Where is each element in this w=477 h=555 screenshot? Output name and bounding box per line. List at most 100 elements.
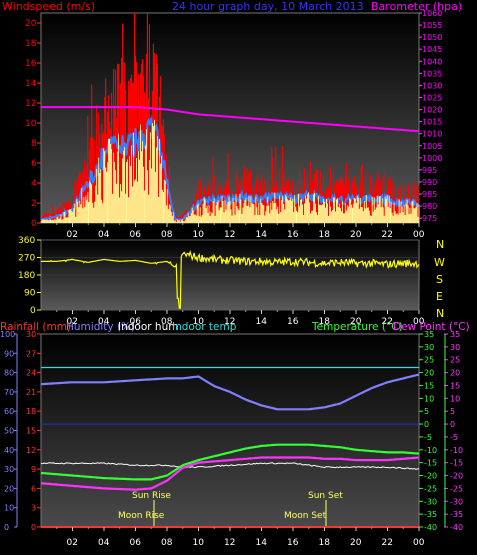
humidity-series xyxy=(40,373,420,411)
temp-x-tick-label: 12 xyxy=(224,538,235,548)
temp-y-tick-label: 0 xyxy=(424,420,429,429)
rain-y-tick-label: 12 xyxy=(26,446,36,455)
moon-set-label: Moon Set xyxy=(284,511,327,521)
wind-x-tick-label: 08 xyxy=(161,230,173,240)
temp-y-tick-label: -20 xyxy=(424,472,437,481)
wind-x-tick-label: 12 xyxy=(224,230,235,240)
humidity-y-tick-label: 20 xyxy=(4,484,14,493)
baro-y-tick-label: 1005 xyxy=(422,142,442,151)
dir-x-tick-label: 10 xyxy=(193,317,205,327)
baro-y-tick-label: 980 xyxy=(422,202,437,211)
rain-y-tick-label: 21 xyxy=(26,388,36,397)
dew-y-tick-label: -35 xyxy=(450,510,463,519)
temp-x-tick-label: 06 xyxy=(130,538,142,548)
baro-y-tick-label: 1010 xyxy=(422,130,442,139)
wind-x-tick-label: 14 xyxy=(256,230,268,240)
rain-y-tick-label: 24 xyxy=(26,369,36,378)
dew-y-tick-label: 30 xyxy=(450,343,460,352)
humidity-y-tick-label: 40 xyxy=(4,446,14,455)
humidity-y-tick-label: 70 xyxy=(4,388,14,397)
temp-x-tick-label: 00 xyxy=(413,538,425,548)
rain-y-tick-label: 18 xyxy=(26,407,36,416)
dew-y-tick-label: 5 xyxy=(450,407,455,416)
wind-x-tick-label: 02 xyxy=(67,230,78,240)
wind-x-tick-label: 20 xyxy=(350,230,362,240)
temp-y-tick-label: -25 xyxy=(424,484,437,493)
humidity-y-tick-label: 30 xyxy=(4,465,14,474)
dew-y-tick-label: 15 xyxy=(450,381,460,390)
dewpoint-axis-label: Dew Point (°C) xyxy=(393,321,470,333)
rain-y-tick-label: 15 xyxy=(26,427,36,436)
dir-x-tick-label: 18 xyxy=(319,317,331,327)
compass-w: W xyxy=(434,256,445,269)
humidity-axis-label: Humidity (%) xyxy=(66,321,135,333)
windspeed-light-series xyxy=(40,119,420,223)
dew-y-tick-label: -25 xyxy=(450,484,463,493)
baro-y-tick-label: 1025 xyxy=(422,93,442,102)
temperature-series xyxy=(40,443,420,481)
dir-y-tick-label: 90 xyxy=(24,289,36,299)
dir-y-tick-label: 360 xyxy=(18,236,35,246)
baro-y-tick-label: 1000 xyxy=(422,154,442,163)
baro-y-tick-label: 1055 xyxy=(422,21,442,30)
wind-direction-series xyxy=(41,249,420,309)
indoor-humidity-series xyxy=(40,462,419,470)
indoor-hum-label: Indoor hum xyxy=(118,321,178,333)
humidity-y-tick-label: 50 xyxy=(4,427,14,436)
dew-y-tick-label: 20 xyxy=(450,369,460,378)
sun-set-label: Sun Set xyxy=(308,491,343,501)
rain-y-tick-label: 3 xyxy=(31,504,36,513)
baro-y-tick-label: 1015 xyxy=(422,118,442,127)
temp-x-tick-label: 16 xyxy=(287,538,299,548)
humidity-y-tick-label: 60 xyxy=(4,407,14,416)
wind-axis-label: Windspeed (m/s) xyxy=(2,0,95,13)
dew-y-tick-label: -15 xyxy=(450,459,463,468)
rain-y-tick-label: 9 xyxy=(31,465,36,474)
temp-y-tick-label: -15 xyxy=(424,459,437,468)
temp-x-tick-label: 20 xyxy=(350,538,362,548)
dew-y-tick-label: -40 xyxy=(450,523,463,532)
indoor-temp-label: Indoor temp xyxy=(172,321,237,333)
temp-x-tick-label: 02 xyxy=(67,538,78,548)
temp-x-tick-label: 14 xyxy=(256,538,268,548)
compass-n-bottom: N xyxy=(436,307,444,320)
wind-y-tick-label: 18 xyxy=(25,39,37,49)
dir-x-tick-label: 22 xyxy=(382,317,393,327)
wind-y-tick-label: 6 xyxy=(31,159,37,169)
dir-x-tick-label: 20 xyxy=(350,317,362,327)
wind-x-tick-label: 16 xyxy=(287,230,299,240)
wind-x-tick-label: 04 xyxy=(98,230,110,240)
barometer-series xyxy=(41,106,420,133)
temp-y-tick-label: 35 xyxy=(424,330,434,339)
dew-y-tick-label: 25 xyxy=(450,356,460,365)
dir-x-tick-label: 02 xyxy=(67,317,78,327)
dew-y-tick-label: -5 xyxy=(450,433,458,442)
baro-y-tick-label: 995 xyxy=(422,166,437,175)
temp-panel-background xyxy=(40,333,420,528)
baro-y-tick-label: 1020 xyxy=(422,106,442,115)
dew-y-tick-label: -20 xyxy=(450,472,463,481)
compass-s: S xyxy=(436,273,443,286)
baro-y-tick-label: 1060 xyxy=(422,9,442,18)
temp-x-tick-label: 08 xyxy=(161,538,173,548)
baro-y-tick-label: 1045 xyxy=(422,45,442,54)
humidity-y-tick-label: 90 xyxy=(4,349,14,358)
wind-y-tick-label: 2 xyxy=(31,199,37,209)
temp-y-tick-label: -40 xyxy=(424,523,437,532)
temp-y-tick-label: 25 xyxy=(424,356,434,365)
temp-x-tick-label: 22 xyxy=(382,538,393,548)
wind-y-tick-label: 0 xyxy=(31,219,37,229)
temp-x-tick-label: 04 xyxy=(98,538,110,548)
wind-y-tick-label: 10 xyxy=(25,119,37,129)
temp-x-tick-label: 10 xyxy=(193,538,205,548)
wind-x-tick-label: 06 xyxy=(130,230,142,240)
wind-y-tick-label: 16 xyxy=(25,59,37,69)
wind-x-tick-label: 22 xyxy=(382,230,393,240)
baro-y-tick-label: 1030 xyxy=(422,81,442,90)
baro-y-tick-label: 975 xyxy=(422,214,437,223)
dir-x-tick-label: 06 xyxy=(130,317,142,327)
rain-y-tick-label: 30 xyxy=(26,330,36,339)
temp-y-tick-label: 30 xyxy=(424,343,434,352)
wind-x-tick-label: 00 xyxy=(413,230,425,240)
